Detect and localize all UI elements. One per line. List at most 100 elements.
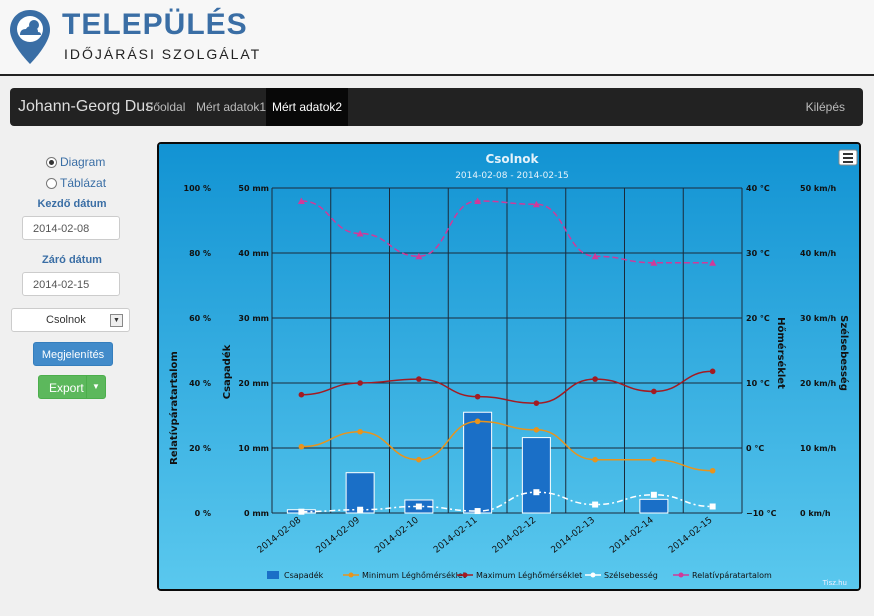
nav-item-measured1[interactable]: Mért adatok1 xyxy=(196,100,267,114)
minimum-l-gh-m-rs-klet-point xyxy=(298,443,305,450)
radio-table-label: Táblázat xyxy=(60,176,107,190)
wind-tick-label: 50 km/h xyxy=(800,184,836,193)
precip-bar xyxy=(639,498,669,514)
navbar-brand[interactable]: Johann-Georg Dus xyxy=(18,98,154,115)
precip-tick-label: 30 mm xyxy=(238,314,269,323)
maximum-l-gh-m-rs-klet-point xyxy=(533,400,540,406)
sz-lsebess-g-point xyxy=(533,489,540,496)
precip-tick-label: 40 mm xyxy=(238,249,269,258)
precip-bar xyxy=(463,411,493,514)
sz-lsebess-g-series-line xyxy=(301,491,713,513)
sz-lsebess-g-point xyxy=(592,501,599,508)
station-select-value: Csolnok xyxy=(46,314,86,326)
radio-diagram[interactable]: Diagram xyxy=(46,155,105,169)
site-title: TELEPÜLÉS xyxy=(62,8,248,41)
maximum-l-gh-m-rs-klet-series-line xyxy=(301,370,713,404)
sz-lsebess-g-point xyxy=(298,508,305,515)
relat-vp-ratartalom-point xyxy=(474,197,482,204)
radio-checked-icon[interactable] xyxy=(46,156,57,168)
humidity-tick-label: 100 % xyxy=(184,184,212,193)
start-date-label: Kezdő dátum xyxy=(37,198,107,210)
radio-diagram-label: Diagram xyxy=(60,155,106,169)
sz-lsebess-g-point xyxy=(650,491,657,498)
wind-tick-label: 10 km/h xyxy=(800,444,836,453)
menu-icon[interactable] xyxy=(838,149,858,166)
sz-lsebess-g-point xyxy=(474,508,481,515)
humidity-tick-label: 60 % xyxy=(189,314,211,323)
end-date-input[interactable]: 2014-02-15 xyxy=(22,272,120,296)
sz-lsebess-g-point xyxy=(415,503,422,510)
show-button[interactable]: Megjelenítés xyxy=(33,342,113,366)
humidity-tick-label: 80 % xyxy=(189,249,211,258)
precip-tick-label: 10 mm xyxy=(238,444,269,453)
legend-label[interactable]: Relatívpáratartalom xyxy=(692,571,772,580)
site-subtitle: IDŐJÁRÁSI SZOLGÁLAT xyxy=(64,46,262,62)
chart-title: Csolnok xyxy=(485,152,539,166)
legend-label[interactable]: Minimum Léghőmérséklet xyxy=(362,570,466,580)
chevron-down-icon[interactable]: ▼ xyxy=(110,314,123,327)
precip-bar xyxy=(521,437,551,514)
legend-label[interactable]: Csapadék xyxy=(284,570,324,580)
minimum-l-gh-m-rs-klet-point xyxy=(592,456,598,463)
relat-vp-ratartalom-point xyxy=(415,252,423,260)
maximum-l-gh-m-rs-klet-point xyxy=(651,388,657,395)
logout-link[interactable]: Kilépés xyxy=(805,100,845,114)
wind-tick-label: 0 km/h xyxy=(800,509,831,518)
legend-label[interactable]: Maximum Léghőmérséklet xyxy=(476,570,582,580)
minimum-l-gh-m-rs-klet-point xyxy=(709,467,716,474)
wind-tick-label: 30 km/h xyxy=(800,314,836,323)
precip-tick-label: 20 mm xyxy=(238,379,269,388)
temp-axis-title: Hőmérséklet xyxy=(775,317,787,389)
humidity-tick-label: 40 % xyxy=(189,379,211,388)
legend-marker xyxy=(348,572,354,578)
maximum-l-gh-m-rs-klet-point xyxy=(357,380,363,386)
precip-tick-label: 0 mm xyxy=(244,509,269,518)
precip-bar xyxy=(345,472,375,514)
wind-tick-label: 40 km/h xyxy=(800,249,836,258)
radio-table[interactable]: Táblázat xyxy=(46,176,106,190)
sz-lsebess-g-point xyxy=(357,506,364,513)
precip-axis-title: Csapadék xyxy=(221,344,233,399)
humidity-axis-title: Relatívpáratartalom xyxy=(168,351,180,465)
maximum-l-gh-m-rs-klet-point xyxy=(474,393,481,400)
minimum-l-gh-m-rs-klet-point xyxy=(474,418,481,425)
chart-background xyxy=(159,144,859,589)
temp-tick-label: 20 °C xyxy=(746,314,770,323)
relat-vp-ratartalom-series-line xyxy=(301,200,713,264)
precip-tick-label: 50 mm xyxy=(238,184,269,193)
chart-svg: Csolnok 2014-02-08 - 2014-02-15 0 % 20 % 4… xyxy=(159,144,859,589)
relat-vp-ratartalom-point xyxy=(532,200,540,208)
radio-unchecked-icon[interactable] xyxy=(46,177,57,189)
legend-marker xyxy=(462,572,468,578)
legend-marker xyxy=(590,572,596,578)
nav-item-measured2[interactable]: Mért adatok2 xyxy=(266,88,349,126)
wind-tick-label: 20 km/h xyxy=(800,379,836,388)
navbar: Johann-Georg Dus Főoldal Mért adatok1 Mé… xyxy=(10,88,863,126)
maximum-l-gh-m-rs-klet-point xyxy=(709,368,716,375)
temp-tick-label: 40 °C xyxy=(746,184,770,193)
caret-down-icon[interactable]: ▼ xyxy=(86,376,105,398)
temp-tick-label: 10 °C xyxy=(746,379,770,388)
legend-marker xyxy=(678,572,684,578)
wind-axis-title: Szélsebesség xyxy=(838,315,850,391)
export-button-label: Export xyxy=(49,381,84,395)
export-button[interactable]: Export ▼ xyxy=(38,375,106,399)
nav-item-home[interactable]: Főoldal xyxy=(146,100,186,114)
minimum-l-gh-m-rs-klet-point xyxy=(533,427,540,433)
temp-tick-label: −10 °C xyxy=(746,509,777,518)
chart-subtitle: 2014-02-08 - 2014-02-15 xyxy=(455,171,569,181)
maximum-l-gh-m-rs-klet-point xyxy=(298,391,305,398)
chart-credit[interactable]: Tisz.hu xyxy=(822,579,847,587)
location-pin-icon xyxy=(10,10,50,64)
minimum-l-gh-m-rs-klet-point xyxy=(416,456,422,463)
start-date-input[interactable]: 2014-02-08 xyxy=(22,216,120,240)
humidity-tick-label: 0 % xyxy=(195,509,211,518)
relat-vp-ratartalom-point xyxy=(591,252,599,260)
legend-swatch[interactable] xyxy=(267,571,279,579)
end-date-label: Záró dátum xyxy=(42,254,102,266)
relat-vp-ratartalom-point xyxy=(709,259,717,266)
minimum-l-gh-m-rs-klet-series-line xyxy=(301,420,713,472)
station-select[interactable]: Csolnok ▼ xyxy=(11,308,130,332)
site-header: TELEPÜLÉS IDŐJÁRÁSI SZOLGÁLAT xyxy=(0,0,874,76)
legend-label[interactable]: Szélsebesség xyxy=(604,570,658,580)
